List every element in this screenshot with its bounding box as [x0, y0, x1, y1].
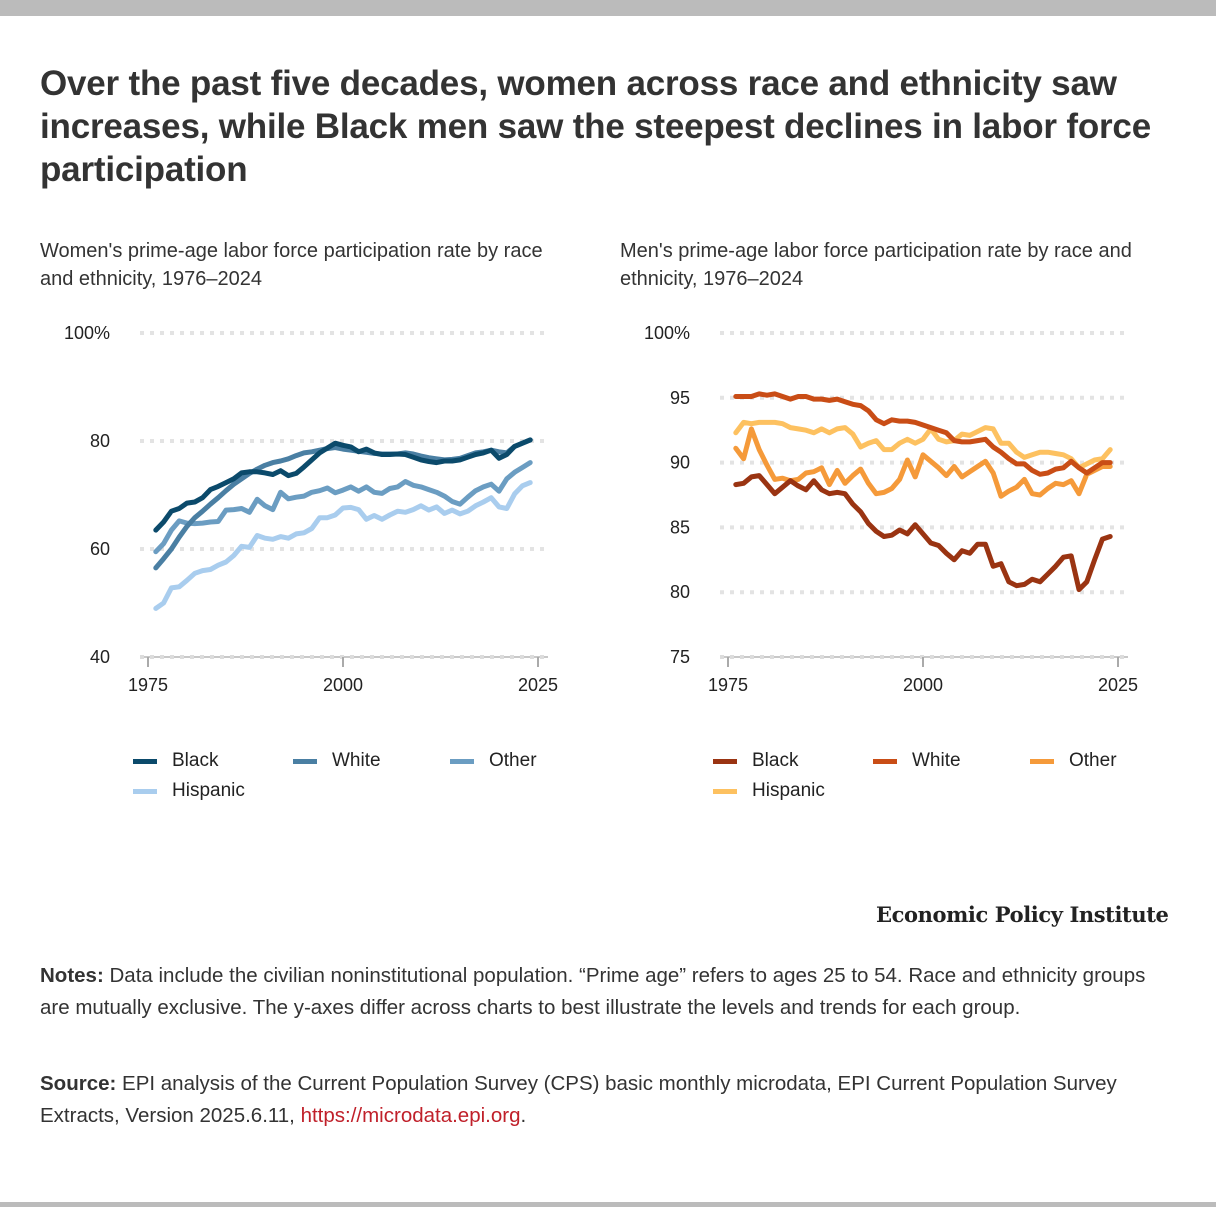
men-legend-item-white: White — [873, 750, 961, 772]
legend-label: White — [332, 750, 381, 771]
men-legend-item-other: Other — [1030, 750, 1117, 772]
legend-label: Black — [172, 750, 219, 771]
top-border — [0, 0, 1216, 16]
men-x-tick-label: 1975 — [708, 675, 748, 695]
legend-label: White — [912, 750, 961, 771]
men-x-tick-label: 2000 — [903, 675, 943, 695]
women-y-tick-label: 80 — [90, 431, 110, 451]
legend-swatch — [1030, 758, 1054, 764]
men-line-other — [733, 426, 1113, 499]
women-chart-title: Women's prime-age labor force participat… — [40, 240, 543, 290]
women-line-black — [153, 437, 533, 533]
bottom-border — [0, 1202, 1216, 1207]
source-link[interactable]: https://microdata.epi.org — [300, 1104, 521, 1127]
source-trailing: . — [520, 1104, 527, 1127]
legend-swatch — [133, 758, 157, 764]
legend-swatch — [713, 758, 737, 764]
legend-label: Hispanic — [752, 780, 825, 801]
notes-text: Data include the civilian noninstitution… — [40, 964, 1146, 1019]
men-line-black — [733, 473, 1113, 593]
women-y-tick-label: 40 — [90, 647, 110, 667]
legend-swatch — [873, 758, 897, 764]
men-chart-title: Men's prime-age labor force participatio… — [620, 240, 1132, 290]
women-legend-item-hispanic: Hispanic — [133, 780, 245, 802]
source: Source: EPI analysis of the Current Popu… — [40, 1068, 1180, 1132]
men-y-tick-label: 90 — [670, 453, 690, 473]
men-y-tick-label: 100% — [644, 323, 690, 343]
epi-logo: Economic Policy Institute — [876, 902, 1169, 927]
legend-swatch — [713, 788, 737, 794]
legend-swatch — [450, 758, 474, 764]
women-legend-item-other: Other — [450, 750, 537, 772]
men-line-white — [733, 391, 1113, 477]
women-legend-item-black: Black — [133, 750, 218, 772]
source-text: EPI analysis of the Current Population S… — [40, 1072, 1117, 1127]
men-y-tick-label: 80 — [670, 582, 690, 602]
women-x-tick-label: 1975 — [128, 675, 168, 695]
men-chart: 100% 95 90 85 80 75 1975 2000 2025 — [644, 323, 1138, 695]
men-y-tick-label: 95 — [670, 388, 690, 408]
source-label: Source: — [40, 1072, 117, 1095]
men-legend-item-hispanic: Hispanic — [713, 780, 825, 802]
women-line-other — [153, 460, 533, 555]
women-y-tick-label: 100% — [64, 323, 110, 343]
women-chart: 100% 80 60 40 1975 2000 2025 — [64, 323, 558, 695]
women-x-tick-label: 2000 — [323, 675, 363, 695]
legend-label: Other — [1069, 750, 1117, 771]
notes: Notes: Data include the civilian noninst… — [40, 960, 1180, 1024]
men-legend-item-black: Black — [713, 750, 798, 772]
notes-label: Notes: — [40, 964, 104, 987]
men-y-tick-label: 75 — [670, 647, 690, 667]
legend-label: Black — [752, 750, 799, 771]
legend-swatch — [133, 788, 157, 794]
men-line-hispanic — [733, 419, 1113, 471]
legend-swatch — [293, 758, 317, 764]
women-y-tick-label: 60 — [90, 539, 110, 559]
page-title: Over the past five decades, women across… — [40, 64, 1151, 189]
men-x-tick-label: 2025 — [1098, 675, 1138, 695]
men-y-tick-label: 85 — [670, 517, 690, 537]
legend-label: Other — [489, 750, 537, 771]
women-line-hispanic — [153, 480, 533, 611]
legend-label: Hispanic — [172, 780, 245, 801]
women-legend-item-white: White — [293, 750, 381, 772]
women-x-tick-label: 2025 — [518, 675, 558, 695]
